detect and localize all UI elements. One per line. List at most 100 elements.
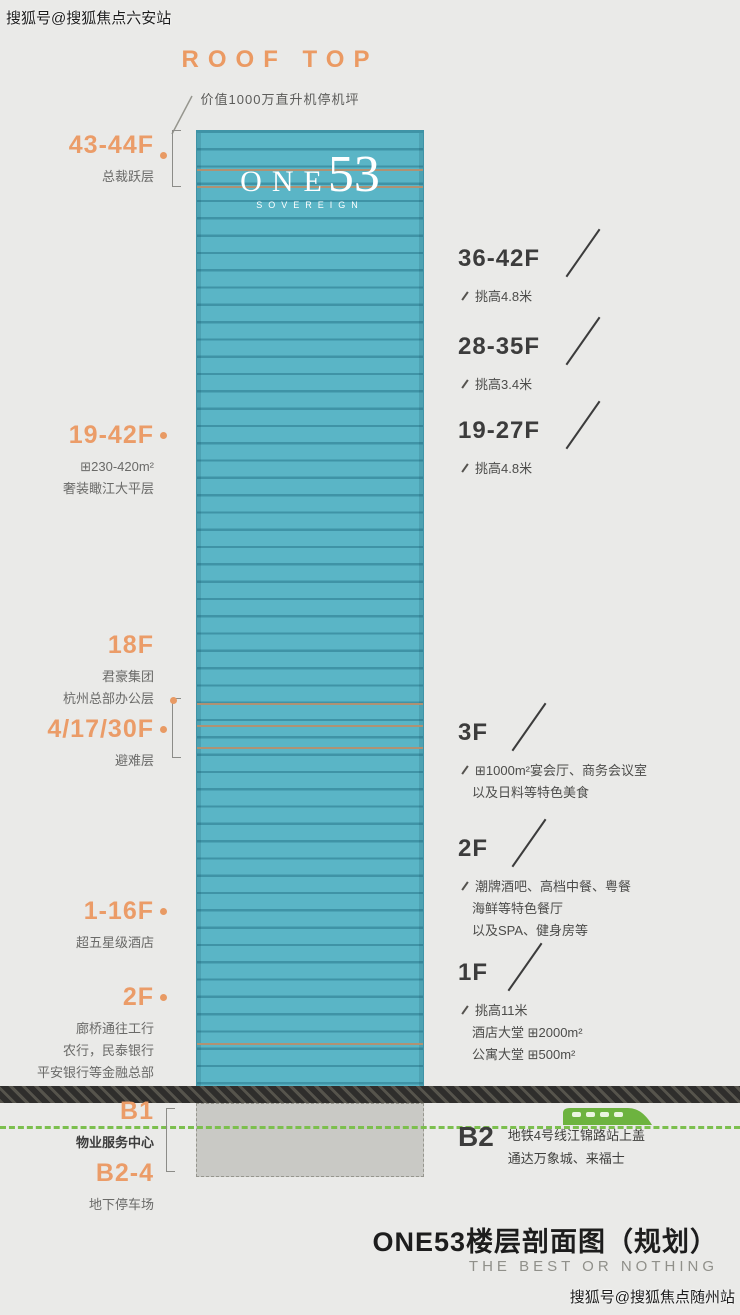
right-annotation-19-27f: 19-27F 挑高4.8米 — [458, 400, 730, 480]
floor-desc: 以及日料等特色美食 — [472, 785, 590, 800]
leader-bracket-basement — [166, 1108, 175, 1172]
floor-desc: 潮牌酒吧、高档中餐、粤餐 — [461, 876, 730, 898]
left-annotation-19-42f: 19-42F ⊞230-420m² 奢装瞰江大平层 — [0, 420, 154, 500]
ground-line — [0, 1086, 740, 1103]
roof-leader-line — [171, 95, 193, 135]
slash-tick — [461, 1005, 469, 1015]
left-annotation-refuge-floors: 4/17/30F 避难层 — [0, 714, 154, 772]
right-annotation-1f: 1F 挑高11米 酒店大堂 ⊞2000m² 公寓大堂 ⊞500m² — [458, 942, 730, 1066]
floor-desc: 超五星级酒店 — [75, 935, 154, 950]
floor-label: 28-35F — [458, 333, 541, 360]
floor-accent-line — [197, 1043, 423, 1045]
floor-desc: 海鲜等特色餐厅 — [472, 901, 564, 916]
slash-line — [511, 702, 547, 752]
floor-accent-line — [197, 703, 423, 705]
floor-desc-text: 挑高4.8米 — [475, 461, 533, 476]
floor-desc: 挑高4.8米 — [461, 286, 730, 308]
slash-line — [511, 818, 547, 868]
floor-desc: 酒店大堂 ⊞2000m² — [472, 1025, 583, 1040]
floor-desc: 廊桥通往工行 — [75, 1021, 154, 1036]
floor-label: 1-16F — [83, 897, 154, 925]
right-annotation-b2: B2 地铁4号线江锦路站上盖 通达万象城、来福士 — [458, 1122, 645, 1170]
floor-label: 19-42F — [68, 421, 154, 449]
floor-desc: ⊞1000m²宴会厅、商务会议室 — [461, 760, 730, 782]
floor-desc: 地铁4号线江锦路站上盖 — [507, 1128, 646, 1143]
tower-logo-row: ONE 53 — [197, 145, 423, 204]
floor-marker-dot — [160, 726, 167, 733]
slash-tick — [461, 881, 469, 891]
floor-desc: 挑高4.8米 — [461, 458, 730, 480]
floor-desc: 君豪集团 — [101, 669, 154, 684]
right-annotation-28-35f: 28-35F 挑高3.4米 — [458, 316, 730, 396]
diagram-title: ONE53楼层剖面图（规划） — [372, 1227, 718, 1257]
floor-marker-dot — [160, 994, 167, 1001]
floor-desc: 公寓大堂 ⊞500m² — [472, 1047, 576, 1062]
left-annotation-b1: B1 物业服务中心 — [0, 1096, 154, 1154]
floor-label: 4/17/30F — [47, 715, 154, 743]
slash-line — [507, 942, 543, 992]
floor-marker-dot — [170, 697, 177, 704]
slash-tick — [461, 765, 469, 775]
logo-53-text: 53 — [327, 146, 380, 203]
floor-desc: 以及SPA、健身房等 — [472, 923, 589, 938]
floor-accent-line — [197, 186, 423, 188]
right-annotation-3f: 3F ⊞1000m²宴会厅、商务会议室 以及日料等特色美食 — [458, 702, 730, 804]
floor-label: 2F — [458, 835, 489, 862]
floor-accent-line — [197, 725, 423, 727]
floor-accent-line — [197, 747, 423, 749]
slash-tick — [461, 379, 469, 389]
leader-bracket-43-44f — [172, 130, 181, 187]
floor-label: 36-42F — [458, 245, 541, 272]
floor-desc: 杭州总部办公层 — [62, 691, 154, 706]
metro-train-icon — [563, 1108, 652, 1125]
logo-one-text: ONE — [240, 165, 332, 198]
floor-desc: 地下停车场 — [88, 1197, 154, 1212]
floor-desc: 奢装瞰江大平层 — [62, 481, 154, 496]
slash-tick — [461, 463, 469, 473]
floor-desc: 挑高3.4米 — [461, 374, 730, 396]
floor-label: 19-27F — [458, 417, 541, 444]
leader-bracket-refuge — [172, 698, 181, 758]
floor-desc: 物业服务中心 — [75, 1135, 154, 1150]
metro-line — [0, 1126, 740, 1129]
diagram-subtitle: THE BEST OR NOTHING — [468, 1258, 718, 1275]
left-annotation-1-16f: 1-16F 超五星级酒店 — [0, 896, 154, 954]
floor-desc: 总裁跃层 — [101, 169, 154, 184]
floor-label: B2-4 — [95, 1159, 154, 1187]
floor-desc: ⊞230-420m² — [80, 459, 154, 474]
floor-marker-dot — [160, 908, 167, 915]
watermark-bottom: 搜狐号@搜狐焦点随州站 — [569, 1289, 735, 1306]
roof-annotation: ROOF TOP 价值1000万直升机停机坪 — [140, 46, 420, 108]
floor-desc-text: 挑高3.4米 — [475, 377, 533, 392]
floor-marker-dot — [160, 152, 167, 159]
slash-line — [565, 316, 601, 366]
left-annotation-2f: 2F 廊桥通往工行 农行，民泰银行 平安银行等金融总部 — [0, 982, 154, 1084]
floor-desc-text: 挑高4.8米 — [475, 289, 533, 304]
left-annotation-43-44f: 43-44F 总裁跃层 — [0, 130, 154, 188]
floor-label: B1 — [120, 1097, 154, 1125]
slash-tick — [461, 291, 469, 301]
floor-marker-dot — [160, 432, 167, 439]
floor-desc: 避难层 — [114, 753, 154, 768]
watermark-top: 搜狐号@搜狐焦点六安站 — [6, 10, 172, 27]
floor-label: 18F — [107, 631, 154, 659]
left-annotation-18f: 18F 君豪集团 杭州总部办公层 — [0, 630, 154, 710]
left-annotation-b2-4: B2-4 地下停车场 — [0, 1158, 154, 1216]
floor-accent-line — [197, 169, 423, 171]
floor-desc: 通达万象城、来福士 — [507, 1151, 625, 1166]
floor-label: 1F — [458, 959, 489, 986]
floor-label: B2 — [458, 1121, 494, 1152]
floor-desc-group: 地铁4号线江锦路站上盖 通达万象城、来福士 — [508, 1122, 645, 1170]
right-annotation-2f: 2F 潮牌酒吧、高档中餐、粤餐 海鲜等特色餐厅 以及SPA、健身房等 — [458, 818, 730, 942]
tower: ONE 53 SOVEREIGN — [196, 130, 424, 1088]
floor-desc-text: ⊞1000m²宴会厅、商务会议室 — [475, 763, 647, 778]
floor-desc-text: 潮牌酒吧、高档中餐、粤餐 — [475, 879, 632, 894]
right-annotation-36-42f: 36-42F 挑高4.8米 — [458, 228, 730, 308]
floor-desc-text: 挑高11米 — [475, 1003, 528, 1018]
roof-subtitle: 价值1000万直升机停机坪 — [200, 92, 360, 107]
underground-block — [196, 1103, 424, 1177]
floor-label: 2F — [122, 983, 154, 1011]
floor-desc: 农行，民泰银行 — [62, 1043, 154, 1058]
slash-line — [565, 400, 601, 450]
